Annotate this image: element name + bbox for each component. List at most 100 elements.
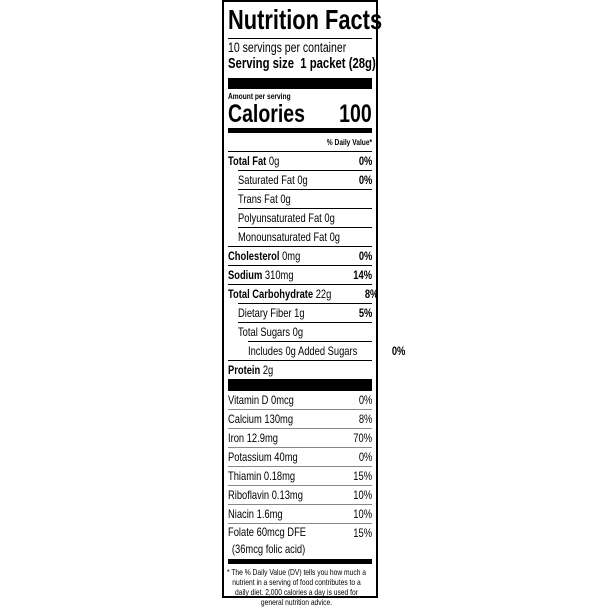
nutrient-name: Sodium (228, 268, 263, 282)
vitamin-row: Calcium 130mg 8% (228, 409, 372, 428)
amount-per-serving: Amount per serving (228, 91, 291, 101)
vitamin-row: Niacin 1.6mg 10% (228, 504, 372, 523)
nutrient-row: Trans Fat 0g (238, 189, 372, 208)
nutrient-list: Total Fat 0g 0% Saturated Fat 0g 0% Trans Fa… (224, 152, 405, 379)
serving-size-label: Serving size (228, 56, 295, 72)
nutrient-amount: 0g (268, 154, 280, 168)
vitamin-name: Folate 60mcg DFE (36mcg folic acid) (228, 524, 306, 559)
nutrient-label: Protein 2g (228, 361, 273, 379)
nutrient-name: Total Fat (228, 154, 267, 168)
vitamin-daily-value: 15% (353, 469, 372, 483)
servings-per-container: 10 servings per container (228, 40, 347, 55)
nutrient-row: Total Fat 0g 0% (228, 152, 372, 170)
vitamin-daily-value: 10% (353, 507, 372, 521)
nutrient-label: Includes 0g Added Sugars (248, 342, 357, 360)
thick-divider (228, 379, 372, 391)
nutrient-name: Polyunsaturated Fat (238, 211, 322, 225)
nutrient-label: Dietary Fiber 1g (238, 304, 305, 322)
nutrient-name: Total Sugars (238, 325, 291, 339)
vitamin-daily-value: 0% (358, 393, 372, 407)
nutrient-label: Total Sugars 0g (238, 323, 303, 341)
vitamin-daily-value: 10% (353, 488, 372, 502)
nutrient-name: Protein (228, 363, 261, 377)
nutrient-daily-value: 8% (364, 287, 378, 301)
nutrient-name: Dietary Fiber (238, 306, 292, 320)
vitamin-label: Niacin 1.6mg (228, 507, 283, 521)
calories-label: Calories (228, 100, 305, 128)
nutrition-facts-label: Nutrition Facts 10 servings per containe… (222, 0, 405, 607)
serving-size: Serving size 1 packet (28g) (224, 55, 376, 74)
nutrient-label: Total Fat 0g (228, 152, 279, 170)
nutrient-daily-value: 0% (391, 344, 406, 358)
nutrient-amount: 0g (329, 230, 341, 244)
nutrient-amount: 1g (294, 306, 305, 320)
vitamin-label: Potassium 40mg (228, 450, 298, 464)
vitamin-label: Thiamin 0.18mg (228, 469, 296, 483)
vitamin-daily-value: 0% (358, 450, 372, 464)
nutrient-daily-value: 0% (358, 249, 372, 263)
thick-divider (228, 78, 372, 89)
nutrient-label: Sodium 310mg (228, 266, 294, 284)
nutrient-name: Total Carbohydrate (228, 287, 314, 301)
nutrient-amount: 0g (297, 173, 308, 187)
nutrient-name: Trans Fat (238, 192, 278, 206)
vitamin-name: Potassium 40mg (228, 448, 298, 466)
nutrient-name: Cholesterol (228, 249, 280, 263)
vitamin-name: Calcium 130mg (228, 410, 293, 428)
vitamin-name: Riboflavin 0.13mg (228, 486, 303, 504)
vitamin-daily-value: 70% (353, 431, 372, 445)
nutrient-label: Trans Fat 0g (238, 190, 291, 208)
vitamin-row: Vitamin D 0mcg 0% (228, 391, 372, 409)
nutrient-row: Total Sugars 0g (238, 322, 372, 341)
vitamin-row: Potassium 40mg 0% (228, 447, 372, 466)
nutrient-amount: 0g (324, 211, 335, 225)
vitamin-name: Thiamin 0.18mg (228, 467, 295, 485)
vitamin-label: Folate 60mcg DFE (228, 525, 307, 539)
nutrient-label: Monounsaturated Fat 0g (238, 228, 340, 246)
nutrient-daily-value: 14% (353, 268, 372, 282)
nutrient-amount: 22g (315, 287, 332, 301)
calories-value: 100 (339, 100, 372, 128)
nutrient-amount: 0mg (282, 249, 301, 263)
nutrient-label: Polyunsaturated Fat 0g (238, 209, 335, 227)
vitamin-row: Folate 60mcg DFE (36mcg folic acid) 15% (228, 523, 372, 559)
nutrient-row: Saturated Fat 0g 0% (238, 170, 372, 189)
vitamin-row: Thiamin 0.18mg 15% (228, 466, 372, 485)
nutrient-amount: 0g (280, 192, 291, 206)
nutrient-daily-value: 5% (358, 306, 372, 320)
nutrient-row: Includes 0g Added Sugars 0% (248, 341, 405, 360)
vitamin-label: Calcium 130mg (228, 412, 294, 426)
nutrient-row: Polyunsaturated Fat 0g (238, 208, 372, 227)
vitamin-row: Iron 12.9mg 70% (228, 428, 372, 447)
nutrient-label: Cholesterol 0mg (228, 247, 300, 265)
nutrient-name: Monounsaturated Fat (238, 230, 327, 244)
vitamin-daily-value: 15% (353, 526, 372, 540)
vitamin-daily-value: 8% (358, 412, 372, 426)
vitamin-label: Iron 12.9mg (228, 431, 278, 445)
nutrient-row: Total Carbohydrate 22g 8% (228, 284, 378, 303)
nutrient-amount: 0g (292, 325, 304, 339)
nutrient-row: Monounsaturated Fat 0g (238, 227, 372, 246)
nutrient-daily-value: 0% (358, 154, 372, 168)
nutrient-daily-value: 0% (358, 173, 372, 187)
vitamin-name: Vitamin D 0mcg (228, 391, 294, 409)
nutrient-amount: 310mg (264, 268, 294, 282)
footnote: * The % Daily Value (DV) tells you how m… (226, 567, 367, 607)
vitamin-label: Vitamin D 0mcg (228, 393, 294, 407)
nutrient-label: Saturated Fat 0g (238, 171, 308, 189)
vitamin-row: Riboflavin 0.13mg 10% (228, 485, 372, 504)
nutrient-row: Protein 2g (228, 360, 372, 379)
nutrient-row: Dietary Fiber 1g 5% (238, 303, 372, 322)
vitamin-subnote: (36mcg folic acid) (231, 542, 306, 556)
vitamin-list: Vitamin D 0mcg 0% Calcium 130mg 8% Iron 12.9… (224, 391, 376, 559)
medium-divider (228, 559, 372, 564)
serving-size-value: 1 packet (28g) (300, 56, 376, 72)
nutrient-name: Includes 0g Added Sugars (248, 344, 358, 358)
medium-divider (228, 128, 372, 133)
nutrient-row: Cholesterol 0mg 0% (228, 246, 372, 265)
nutrient-row: Sodium 310mg 14% (228, 265, 372, 284)
vitamin-name: Iron 12.9mg (228, 429, 278, 447)
nutrient-amount: 2g (262, 363, 274, 377)
vitamin-label: Riboflavin 0.13mg (228, 488, 303, 502)
label-title: Nutrition Facts (228, 2, 382, 39)
